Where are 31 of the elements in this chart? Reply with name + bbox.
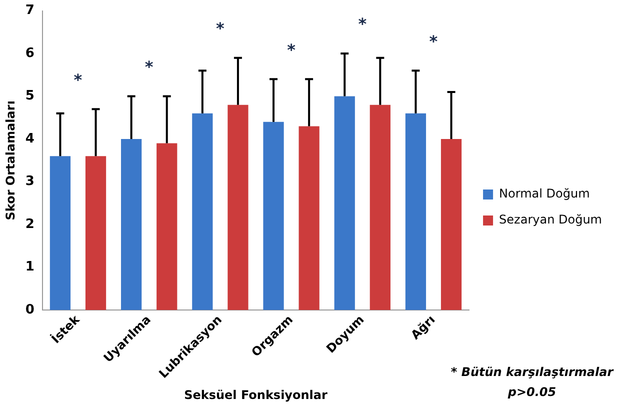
text: * Bütün karşılaştırmalar p>0.05 [450, 365, 614, 400]
y-tick-label: 1 [25, 260, 34, 275]
y-tick-label: 5 [25, 88, 34, 104]
annotation: * [216, 18, 226, 38]
bar [85, 156, 106, 310]
bar [263, 122, 284, 310]
y-tick-label: 3 [25, 174, 34, 190]
y-axis-title: Skor Ortalamaları [3, 100, 18, 220]
y-tick-label: 6 [25, 46, 34, 61]
annotation: * [287, 40, 296, 60]
y-tick-label: 0 [25, 302, 34, 318]
bar [192, 113, 213, 310]
bar [121, 139, 142, 310]
bar [298, 126, 320, 310]
bar [370, 104, 390, 310]
annotation: * [144, 57, 154, 76]
annotation: * [429, 32, 438, 51]
y-tick-label: 4 [25, 131, 34, 146]
annotation: * [358, 14, 368, 34]
bar [405, 113, 426, 310]
legend-label: Sezaryan Doğum [499, 212, 602, 227]
x-axis-title: Seksüel Fonksiyonlar [184, 388, 328, 402]
annotation: * [74, 70, 83, 90]
bar [440, 139, 462, 310]
bar [228, 104, 248, 310]
y-tick-label: 2 [25, 216, 34, 232]
legend-label: Normal Doğum [499, 186, 590, 201]
y-tick-label: 7 [25, 3, 34, 18]
bar [334, 96, 355, 310]
bar [50, 156, 71, 310]
bar [156, 143, 178, 310]
